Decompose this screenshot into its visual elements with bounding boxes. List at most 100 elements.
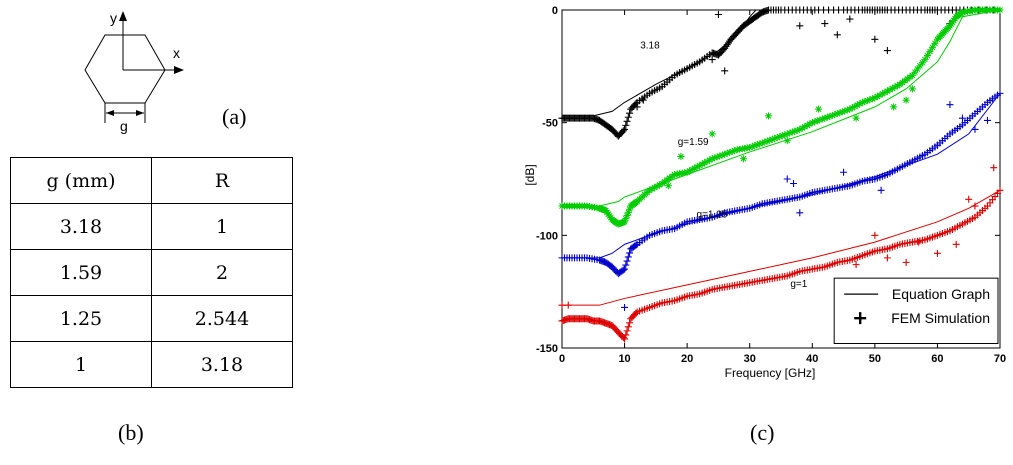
fem-point bbox=[863, 97, 871, 105]
legend-plus-icon bbox=[854, 312, 867, 325]
y-tick-label: -100 bbox=[536, 230, 558, 242]
fem-point bbox=[686, 167, 694, 175]
fem-point bbox=[801, 123, 809, 131]
legend-box bbox=[833, 277, 999, 344]
table-row: 1.59 2 bbox=[10, 249, 293, 296]
fem-point bbox=[766, 136, 774, 144]
fem-outlier-point bbox=[990, 164, 998, 172]
fem-outlier-point bbox=[877, 186, 885, 194]
fem-point bbox=[791, 127, 799, 135]
fem-outlier-point bbox=[639, 96, 647, 104]
fem-point bbox=[713, 153, 721, 161]
fem-point bbox=[821, 114, 829, 122]
fem-point bbox=[788, 128, 796, 136]
fem-outlier-point bbox=[721, 67, 729, 75]
x-arrowhead-icon bbox=[174, 66, 184, 74]
panel-label-b: (b) bbox=[118, 420, 144, 445]
gap-label: g bbox=[120, 118, 128, 134]
series-annotation: g=1.25 bbox=[697, 209, 728, 220]
fem-point bbox=[703, 157, 711, 165]
fem-outlier-point bbox=[852, 261, 860, 269]
fem-point bbox=[711, 154, 719, 162]
fem-outlier-point bbox=[883, 47, 891, 55]
fem-point bbox=[718, 151, 726, 159]
fem-outlier-point bbox=[846, 15, 854, 23]
fem-point bbox=[848, 104, 856, 112]
fem-point bbox=[828, 111, 836, 119]
y-arrowhead-icon bbox=[119, 11, 127, 21]
fem-outlier-point bbox=[708, 56, 716, 64]
fem-outlier-point bbox=[871, 231, 879, 239]
fem-point bbox=[753, 141, 761, 149]
fem-point bbox=[813, 117, 821, 125]
fem-outlier-point bbox=[840, 168, 848, 176]
fem-point bbox=[626, 109, 634, 117]
equation-curve bbox=[562, 93, 1001, 259]
fem-point bbox=[786, 129, 794, 137]
fem-outlier-point bbox=[983, 116, 991, 124]
fem-outlier-point bbox=[933, 249, 941, 257]
fem-point bbox=[693, 163, 701, 171]
panel-label-c: (c) bbox=[750, 420, 775, 445]
fem-outlier-point bbox=[902, 96, 910, 104]
table-cell: 3.18 bbox=[10, 203, 152, 250]
x-tick-label: 20 bbox=[681, 353, 693, 365]
y-tick-label: -150 bbox=[536, 343, 558, 355]
fem-point bbox=[796, 125, 804, 133]
fem-point bbox=[624, 113, 632, 121]
fem-point bbox=[818, 115, 826, 123]
fem-outlier-point bbox=[564, 301, 572, 309]
fem-point bbox=[768, 135, 776, 143]
fem-point bbox=[624, 253, 632, 261]
fem-outlier-point bbox=[890, 103, 898, 111]
fem-outlier-point bbox=[558, 301, 566, 309]
fem-point bbox=[856, 100, 864, 108]
fem-outlier-point bbox=[908, 85, 916, 93]
fem-point bbox=[833, 110, 841, 118]
fem-point bbox=[778, 132, 786, 140]
gap-right-arrowhead-icon bbox=[136, 110, 144, 116]
fem-point bbox=[683, 168, 691, 176]
equation-curve bbox=[562, 189, 1001, 306]
fem-outlier-point bbox=[958, 114, 966, 122]
fem-point bbox=[808, 119, 816, 127]
fem-point bbox=[623, 257, 631, 265]
x-tick-label: 30 bbox=[744, 353, 756, 365]
fem-point bbox=[621, 335, 629, 343]
fem-outlier-point bbox=[915, 238, 923, 246]
y-axis-label: [dB] bbox=[523, 164, 537, 185]
fem-outlier-point bbox=[796, 209, 804, 217]
fem-point bbox=[806, 120, 814, 128]
fem-point bbox=[653, 182, 661, 190]
fem-point bbox=[626, 205, 634, 213]
fem-point bbox=[623, 117, 631, 125]
hexagon-x-label: x bbox=[173, 45, 180, 61]
fem-point bbox=[851, 102, 859, 110]
fem-point bbox=[622, 215, 630, 223]
fem-point bbox=[698, 160, 706, 168]
fem-point bbox=[798, 124, 806, 132]
table-cell: 1.25 bbox=[10, 295, 152, 342]
fem-outlier-point bbox=[783, 175, 791, 183]
y-tick-label: -50 bbox=[542, 118, 558, 130]
fem-point bbox=[621, 125, 629, 133]
fem-point bbox=[853, 101, 861, 109]
fem-point bbox=[876, 91, 884, 99]
fem-point bbox=[723, 149, 731, 157]
fem-point bbox=[838, 108, 846, 116]
fem-point bbox=[632, 100, 640, 108]
table-row: 1 3.18 bbox=[10, 341, 293, 388]
x-tick-label: 0 bbox=[559, 353, 565, 365]
fem-point bbox=[691, 164, 699, 172]
fem-outlier-point bbox=[971, 202, 979, 210]
fem-point bbox=[656, 181, 664, 189]
equation-curve bbox=[562, 9, 1001, 207]
x-tick-label: 10 bbox=[618, 353, 630, 365]
fem-point bbox=[918, 59, 926, 67]
fem-point bbox=[623, 327, 631, 335]
fem-point bbox=[773, 134, 781, 142]
fem-point bbox=[622, 261, 630, 269]
x-tick-label: 60 bbox=[931, 353, 943, 365]
hexagon-y-label: y bbox=[110, 10, 117, 26]
fem-point bbox=[688, 166, 696, 174]
